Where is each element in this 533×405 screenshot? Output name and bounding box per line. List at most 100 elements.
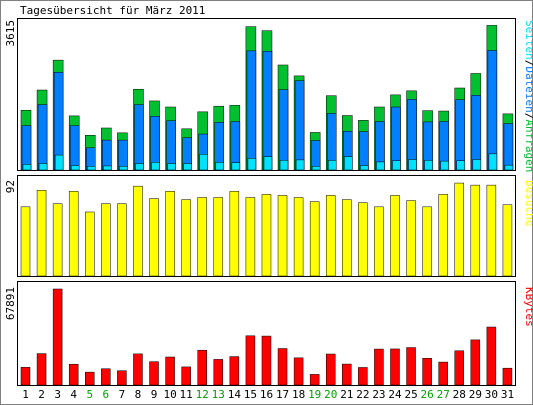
bar-besuche-day-24: [390, 195, 400, 277]
bar-besuche-day-5: [85, 211, 95, 277]
bar-seiten-day-5: [87, 166, 96, 171]
day-label-8: 8: [135, 388, 142, 401]
bar-besuche-day-25: [406, 200, 416, 277]
bar-dateien-day-16: [262, 51, 273, 171]
bar-besuche-day-28: [454, 182, 464, 277]
bar-besuche-day-22: [358, 202, 368, 277]
bar-seiten-day-27: [440, 160, 449, 171]
day-label-28: 28: [453, 388, 466, 401]
day-label-13: 13: [212, 388, 225, 401]
bar-seiten-day-10: [167, 163, 176, 171]
bar-kbytes-day-7: [117, 370, 127, 386]
bar-kbytes-day-15: [245, 335, 256, 386]
bar-besuche-day-10: [165, 191, 175, 277]
day-label-18: 18: [292, 388, 305, 401]
legend-separator: /: [523, 60, 533, 67]
bar-kbytes-day-23: [374, 348, 384, 386]
bar-dateien-day-7: [118, 139, 128, 171]
bar-besuche-day-4: [68, 191, 79, 277]
bar-besuche-day-3: [52, 203, 63, 277]
legend-dateien: Dateien: [523, 66, 533, 112]
bar-kbytes-day-21: [342, 363, 352, 386]
day-label-25: 25: [404, 388, 417, 401]
bar-dateien-day-8: [134, 104, 144, 171]
bar-kbytes-day-4: [68, 363, 79, 386]
day-label-2: 2: [38, 388, 45, 401]
day-label-20: 20: [324, 388, 337, 401]
bar-besuche-day-30: [486, 184, 497, 277]
day-label-3: 3: [54, 388, 61, 401]
day-label-24: 24: [388, 388, 402, 401]
bar-seiten-day-13: [215, 162, 225, 171]
bar-seiten-day-30: [488, 153, 498, 171]
bar-besuche-day-19: [309, 201, 320, 277]
bar-besuche-day-14: [229, 191, 240, 277]
bar-besuche-day-29: [470, 184, 481, 277]
chart-title: Tagesübersicht für März 2011: [20, 4, 205, 17]
bar-besuche-day-27: [438, 194, 448, 277]
bar-kbytes-day-1: [20, 367, 31, 386]
bar-kbytes-day-25: [406, 347, 416, 386]
bar-kbytes-day-14: [229, 356, 240, 386]
bar-kbytes-day-30: [486, 326, 497, 386]
bar-seiten-day-31: [504, 164, 514, 171]
bar-kbytes-day-22: [358, 367, 368, 386]
bar-seiten-day-12: [199, 153, 208, 171]
day-label-29: 29: [469, 388, 482, 401]
panel-kbytes-border: [17, 281, 516, 386]
bar-besuche-day-20: [325, 195, 336, 277]
day-label-14: 14: [228, 388, 242, 401]
day-label-19: 19: [308, 388, 321, 401]
bar-besuche-day-13: [213, 197, 224, 277]
bar-dateien-day-2: [37, 104, 48, 171]
bar-dateien-day-6: [102, 139, 112, 171]
day-label-31: 31: [501, 388, 514, 401]
panel-requests-legend: Seiten/Dateien/Anfragen: [523, 20, 533, 172]
day-label-4: 4: [70, 388, 77, 401]
bar-seiten-day-17: [279, 160, 289, 171]
bar-kbytes-day-8: [133, 353, 143, 386]
bar-seiten-day-21: [344, 156, 353, 171]
legend-anfragen: Anfragen: [523, 119, 533, 172]
bar-seiten-day-26: [424, 160, 433, 171]
bar-seiten-day-18: [295, 159, 305, 171]
day-label-23: 23: [372, 388, 385, 401]
legend-seiten: Seiten: [523, 20, 533, 60]
bar-dateien-day-4: [69, 125, 80, 171]
day-label-6: 6: [103, 388, 110, 401]
bar-kbytes-day-27: [438, 361, 448, 386]
bar-seiten-day-23: [376, 161, 385, 171]
bar-besuche-day-9: [149, 198, 159, 277]
bar-besuche-day-11: [181, 199, 191, 277]
bar-dateien-day-28: [455, 99, 465, 171]
bar-dateien-day-10: [166, 120, 176, 171]
day-label-10: 10: [163, 388, 176, 401]
bar-besuche-day-16: [261, 194, 272, 277]
day-label-22: 22: [356, 388, 369, 401]
bar-dateien-day-22: [359, 131, 369, 171]
day-label-21: 21: [340, 388, 353, 401]
bar-seiten-day-6: [103, 165, 112, 171]
day-label-30: 30: [485, 388, 498, 401]
bar-besuche-day-17: [277, 195, 288, 277]
bar-kbytes-day-13: [213, 359, 224, 386]
bar-besuche-day-7: [117, 203, 127, 277]
day-label-15: 15: [244, 388, 257, 401]
panel-visits-legend: Besuche: [523, 180, 533, 226]
bar-seiten-day-7: [119, 166, 128, 171]
day-label-16: 16: [260, 388, 273, 401]
day-label-27: 27: [437, 388, 450, 401]
chart-panels: 3615Seiten/Dateien/Anfragen92Besuche6789…: [4, 18, 533, 401]
bar-kbytes-day-12: [197, 349, 207, 386]
bar-kbytes-day-29: [470, 339, 481, 386]
bar-seiten-day-1: [22, 164, 32, 171]
bar-seiten-day-15: [247, 158, 257, 171]
bar-kbytes-day-3: [52, 288, 63, 386]
panel-visits-ymax: 92: [4, 180, 17, 193]
bar-kbytes-day-31: [502, 367, 513, 386]
panel-kbytes-ymax: 67891: [4, 287, 17, 320]
bar-dateien-day-15: [246, 50, 257, 171]
bar-seiten-day-16: [263, 156, 273, 171]
bar-kbytes-day-17: [277, 348, 288, 386]
bar-dateien-day-17: [278, 89, 289, 171]
